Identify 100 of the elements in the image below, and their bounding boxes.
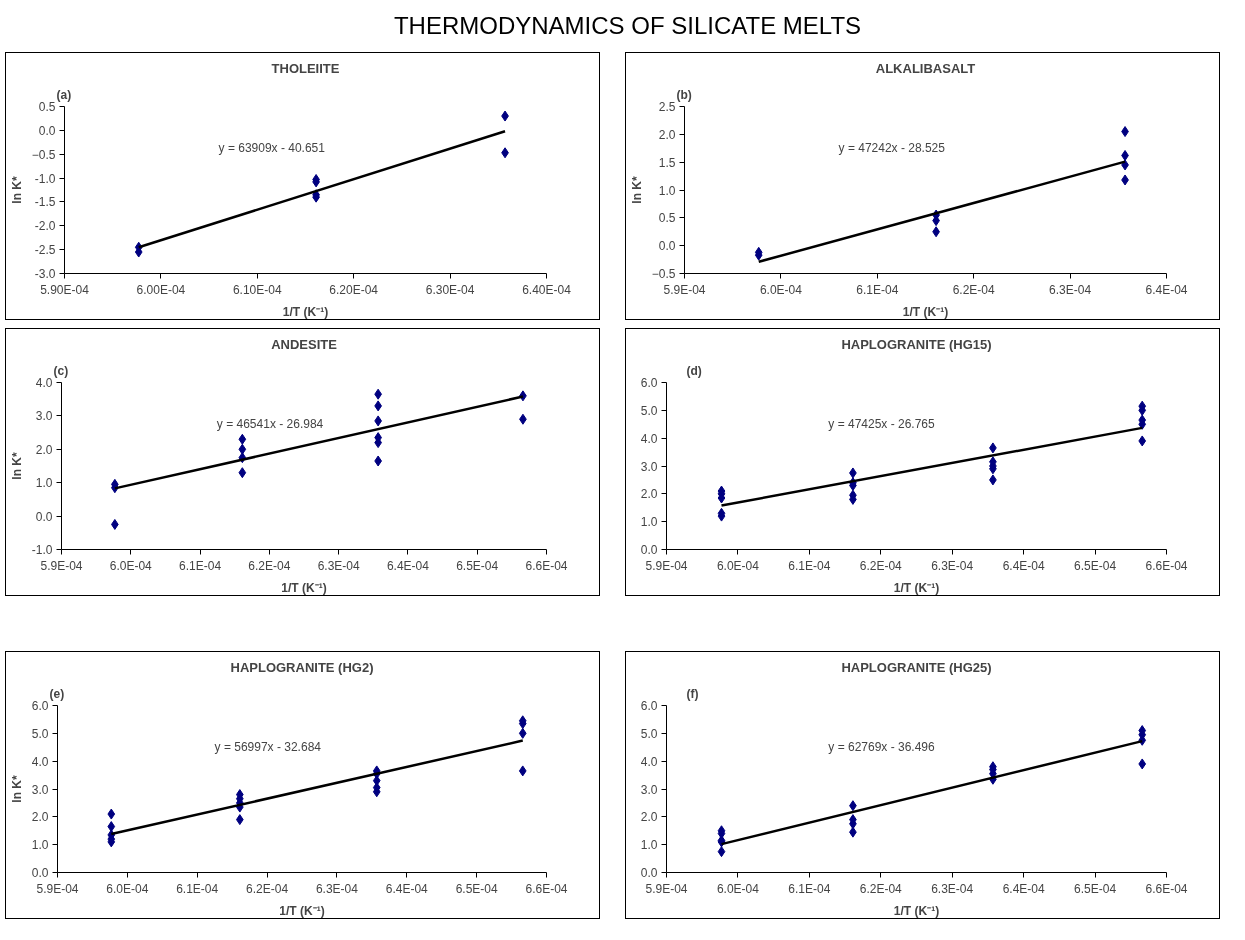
- text: (d): [686, 363, 702, 378]
- text: (b): [676, 87, 692, 102]
- x-tick-label: 6.5E-04: [456, 558, 499, 573]
- text: (a): [56, 87, 72, 102]
- annotation: y = 62769x - 36.496: [828, 740, 936, 755]
- annotation: y = 63909x - 40.651: [218, 141, 326, 156]
- x-tick-label: 6.20E-04: [329, 282, 379, 297]
- x-axis-title: 1/T (K⁻¹): [281, 580, 327, 595]
- annotation: y = 46541x - 26.984: [216, 417, 324, 432]
- y-axis-title: ln K*: [9, 176, 24, 204]
- x-tick-label: 6.5E-04: [1074, 881, 1117, 896]
- x-axis-title: 1/T (K⁻¹): [902, 304, 949, 319]
- y-tick-label: 1.0: [31, 838, 49, 853]
- text: THERMODYNAMICS OF SILICATE MELTS: [393, 11, 862, 41]
- x-tick-label: 6.2E-04: [859, 881, 903, 896]
- y-tick-label: 0.0: [31, 866, 49, 880]
- y-tick-label: 6.0: [640, 376, 658, 390]
- x-tick-label: 6.3E-04: [315, 881, 359, 896]
- x-tick-label: 6.3E-04: [317, 558, 360, 573]
- x-tick-label: 6.5E-04: [1074, 558, 1117, 573]
- x-axis-title: 1/T (K⁻¹): [893, 903, 940, 918]
- y-tick-label: −0.5: [31, 147, 56, 162]
- x-tick-label: 6.40E-04: [522, 282, 572, 297]
- y-tick-label: 0.5: [38, 100, 56, 114]
- y-axis-title: ln K*: [629, 176, 644, 204]
- y-tick-label: -3.0: [34, 267, 56, 281]
- x-tick-label: 5.9E-04: [663, 282, 706, 297]
- y-axis-title: ln K*: [9, 775, 24, 803]
- x-tick-label: 6.6E-04: [525, 558, 568, 573]
- chart-title: HAPLOGRANITE (HG25): [841, 659, 992, 675]
- y-tick-label: 3.0: [640, 782, 658, 797]
- x-tick-label: 6.5E-04: [455, 881, 498, 896]
- x-tick-label: 6.2E-04: [952, 282, 996, 297]
- y-tick-label: 2.0: [35, 442, 53, 457]
- y-tick-label: 4.0: [640, 754, 658, 769]
- x-tick-label: 6.4E-04: [1002, 558, 1045, 573]
- y-tick-label: 4.0: [640, 431, 658, 446]
- y-tick-label: -2.5: [34, 243, 56, 258]
- x-tick-label: 5.90E-04: [40, 282, 90, 297]
- y-tick-label: 1.0: [640, 838, 658, 853]
- x-tick-label: 6.4E-04: [1002, 881, 1045, 896]
- y-tick-label: 5.0: [640, 726, 658, 741]
- y-tick-label: 0.0: [640, 866, 658, 880]
- x-tick-label: 5.9E-04: [40, 558, 83, 573]
- y-tick-label: -1.0: [34, 171, 56, 186]
- y-tick-label: 2.0: [640, 810, 658, 825]
- x-tick-label: 5.9E-04: [645, 558, 688, 573]
- y-tick-label: 0.0: [658, 239, 676, 254]
- x-tick-label: 6.0E-04: [106, 881, 149, 896]
- y-tick-label: -1.0: [31, 543, 53, 557]
- x-tick-label: 6.00E-04: [136, 282, 186, 297]
- x-axis-title: 1/T (K⁻¹): [893, 580, 940, 595]
- x-tick-label: 6.1E-04: [788, 558, 831, 573]
- chart-title: ANDESITE: [271, 336, 338, 352]
- y-tick-label: 1.5: [658, 155, 676, 170]
- y-tick-label: -2.0: [34, 219, 56, 234]
- x-axis-title: 1/T (K⁻¹): [279, 903, 325, 918]
- x-tick-label: 6.2E-04: [246, 881, 289, 896]
- y-tick-label: -1.5: [34, 195, 56, 210]
- text: (f): [686, 686, 699, 701]
- x-tick-label: 6.6E-04: [525, 881, 568, 896]
- x-tick-label: 6.6E-04: [1145, 558, 1188, 573]
- annotation: y = 56997x - 32.684: [214, 740, 322, 755]
- x-axis-title: 1/T (K⁻¹): [282, 304, 329, 319]
- x-tick-label: 6.0E-04: [759, 282, 803, 297]
- y-tick-label: 3.0: [31, 782, 49, 797]
- x-tick-label: 5.9E-04: [36, 881, 79, 896]
- x-tick-label: 6.30E-04: [425, 282, 475, 297]
- text: (e): [49, 686, 65, 701]
- y-tick-label: 3.0: [640, 459, 658, 474]
- x-tick-label: 6.0E-04: [716, 881, 760, 896]
- y-tick-label: 2.5: [658, 100, 676, 114]
- chart-title: HAPLOGRANITE (HG15): [841, 336, 992, 352]
- x-tick-label: 6.6E-04: [1145, 881, 1188, 896]
- y-tick-label: 1.0: [640, 515, 658, 530]
- y-tick-label: 2.0: [658, 127, 676, 142]
- chart-title: THOLEIITE: [271, 60, 340, 76]
- y-tick-label: 6.0: [31, 699, 49, 713]
- y-tick-label: 1.0: [35, 476, 53, 491]
- y-tick-label: 4.0: [31, 754, 49, 769]
- y-tick-label: 2.0: [31, 810, 49, 825]
- annotation: y = 47242x - 28.525: [838, 141, 946, 156]
- annotation: y = 47425x - 26.765: [828, 417, 936, 432]
- y-tick-label: 1.0: [658, 183, 676, 198]
- x-tick-label: 6.4E-04: [386, 558, 430, 573]
- y-tick-label: 3.0: [35, 409, 53, 424]
- y-tick-label: 0.5: [658, 211, 676, 226]
- x-tick-label: 6.4E-04: [385, 881, 429, 896]
- x-tick-label: 5.9E-04: [645, 881, 688, 896]
- y-tick-label: 0.0: [35, 509, 53, 524]
- x-tick-label: 6.0E-04: [716, 558, 760, 573]
- y-axis-title: ln K*: [9, 452, 24, 480]
- y-tick-label: 6.0: [640, 699, 658, 713]
- x-tick-label: 6.3E-04: [931, 881, 974, 896]
- x-tick-label: 6.4E-04: [1145, 282, 1188, 297]
- y-tick-label: 2.0: [640, 487, 658, 502]
- y-tick-label: 5.0: [31, 726, 49, 741]
- text: (c): [53, 363, 69, 378]
- x-tick-label: 6.3E-04: [931, 558, 974, 573]
- x-tick-label: 6.2E-04: [859, 558, 903, 573]
